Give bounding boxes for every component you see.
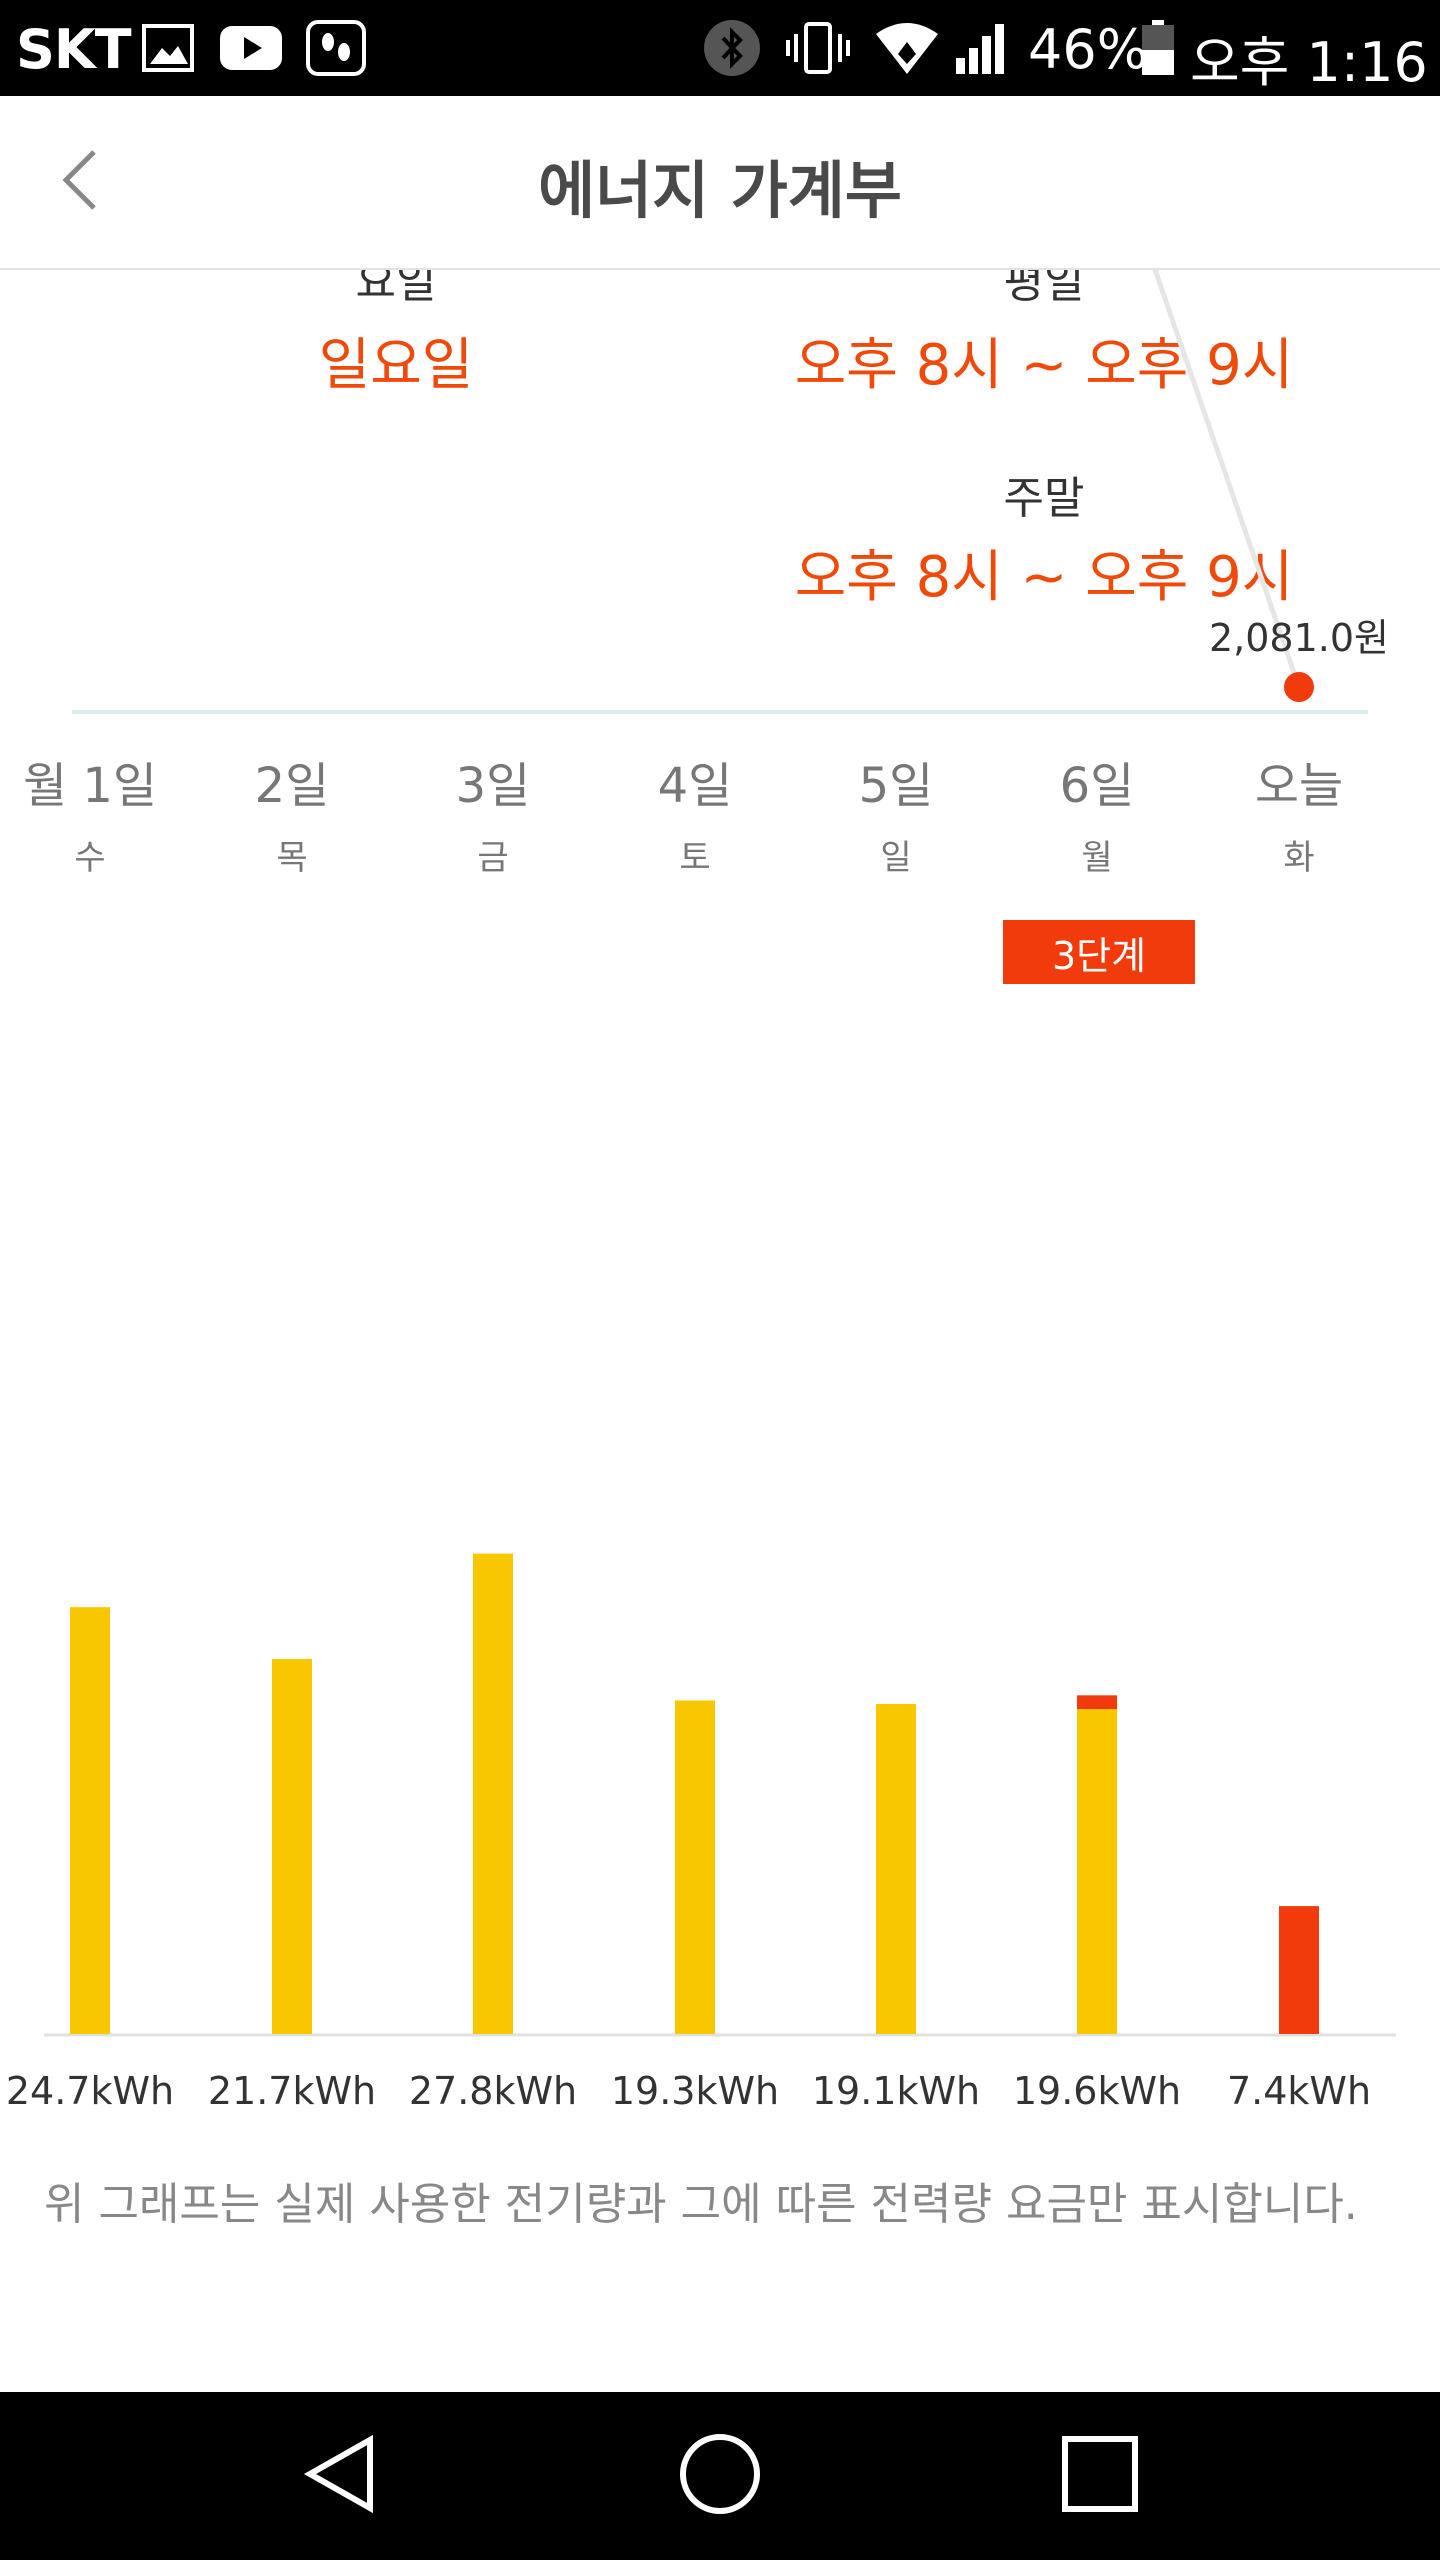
carrier-label: SKT [16, 18, 132, 81]
home-circle-icon [678, 2432, 762, 2520]
usage-bar-tier3 [1279, 1906, 1319, 2034]
usage-bar [876, 1703, 916, 2034]
day-label: 요일 [355, 270, 437, 308]
nav-back-button[interactable] [290, 2426, 390, 2526]
battery-icon [1140, 20, 1176, 76]
usage-label: 19.6kWh [1013, 2069, 1181, 2113]
usage-bar [473, 1553, 513, 2034]
usage-label: 21.7kWh [208, 2069, 376, 2113]
divider [72, 710, 1368, 714]
energy-chart: 4,656.0원4,085.0원5,242.0원3,635.0원3,593.0원… [6, 270, 1396, 2113]
nav-recents-button[interactable] [1050, 2426, 1150, 2526]
usage-bar [675, 1700, 715, 2034]
signal-icon [952, 20, 1012, 76]
usage-label: 19.3kWh [611, 2069, 779, 2113]
day-value: 일요일 [318, 333, 474, 398]
bluetooth-icon [700, 20, 764, 76]
status-bar: SKT 46% 오후 1:16 [0, 0, 1440, 96]
cost-line [1152, 270, 1302, 688]
usage-label: 24.7kWh [6, 2069, 174, 2113]
day-weekday: 일 [880, 838, 912, 878]
usage-bar [1077, 1709, 1117, 2034]
usage-bar-tier3 [1077, 1695, 1117, 1710]
day-date: 6일 [1059, 758, 1135, 814]
day-date: 월 1일 [22, 758, 158, 814]
nav-bar [0, 2392, 1440, 2560]
battery-percent: 46% [1028, 18, 1149, 81]
day-weekday: 토 [679, 838, 711, 878]
day-date: 3일 [455, 758, 531, 814]
day-weekday: 금 [477, 838, 509, 878]
usage-label: 27.8kWh [409, 2069, 577, 2113]
usage-bar [70, 1607, 110, 2034]
day-date: 5일 [858, 758, 934, 814]
footnote: 위 그래프는 실제 사용한 전기량과 그에 따른 전력량 요금만 표시합니다. [44, 2179, 1358, 2230]
app-bar: 에너지 가계부 [0, 96, 1440, 270]
day-weekday: 수 [74, 838, 106, 878]
tier-badge: 3단계 [1003, 920, 1195, 984]
usage-label: 19.1kWh [812, 2069, 980, 2113]
weekend-value: 오후 8시 ~ 오후 9시 [794, 545, 1294, 610]
youtube-icon [216, 20, 286, 76]
usage-label: 7.4kWh [1227, 2069, 1371, 2113]
vibrate-icon [780, 20, 856, 76]
cost-label: 2,081.0원 [1209, 616, 1389, 660]
weekday-value: 오후 8시 ~ 오후 9시 [794, 333, 1294, 398]
recents-square-icon [1060, 2434, 1140, 2518]
day-weekday: 화 [1283, 838, 1315, 878]
main-content: 요일 일요일 평일 오후 8시 ~ 오후 9시 주말 오후 8시 ~ 오후 9시… [0, 270, 1440, 2390]
back-triangle-icon [300, 2434, 380, 2518]
day-date: 4일 [657, 758, 733, 814]
back-button[interactable] [40, 132, 120, 232]
nav-home-button[interactable] [670, 2426, 770, 2526]
day-date: 오늘 [1254, 758, 1344, 814]
weekend-label: 주말 [1003, 473, 1085, 524]
page-title: 에너지 가계부 [538, 154, 902, 227]
footsteps-icon [304, 20, 368, 76]
chevron-left-icon [60, 148, 100, 216]
usage-bar [272, 1659, 312, 2034]
day-weekday: 월 [1081, 838, 1113, 878]
day-weekday: 목 [276, 838, 308, 878]
wifi-icon [872, 20, 942, 76]
weekday-label: 평일 [1003, 270, 1085, 308]
day-date: 2일 [254, 758, 330, 814]
gallery-icon [140, 20, 196, 76]
clock: 오후 1:16 [1190, 31, 1428, 94]
cost-point [1284, 672, 1314, 703]
